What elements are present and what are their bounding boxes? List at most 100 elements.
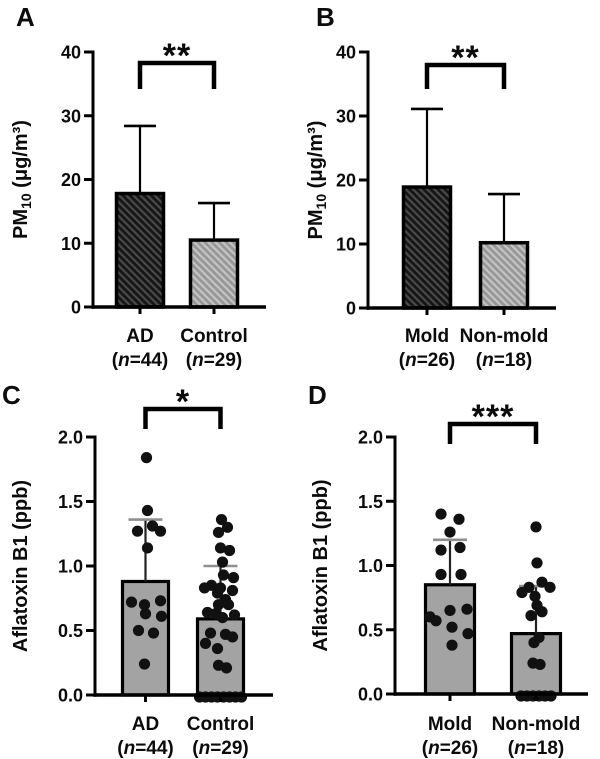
category-label: Non-mold: [492, 714, 581, 735]
category-label: Control: [187, 714, 255, 735]
scatter-dot: [214, 542, 227, 554]
scatter-dot: [138, 599, 151, 611]
category-label: Mold: [428, 714, 472, 735]
y-tick-label: 10: [61, 234, 81, 254]
n-label: (n=26): [422, 738, 479, 759]
scatter-dot: [146, 520, 159, 532]
scatter-dot: [221, 521, 234, 533]
scatter-dot: [461, 603, 473, 615]
significance-bracket: [424, 62, 507, 89]
y-tick-label: 40: [336, 43, 356, 63]
significance-stars: **: [163, 37, 191, 75]
scatter-dot: [215, 513, 228, 526]
scatter-dot: [223, 544, 236, 557]
scatter-dot: [131, 525, 144, 537]
scatter-dot: [217, 569, 230, 581]
n-label: (n=26): [399, 350, 456, 371]
category-label: AD: [126, 326, 153, 347]
panel-letter-C: C: [2, 380, 21, 410]
bar-Control: [188, 238, 240, 309]
scatter-dot: [525, 610, 537, 622]
scatter-dot: [228, 609, 241, 621]
scatter-dot: [227, 572, 240, 584]
scatter-dot: [198, 582, 211, 594]
scatter-dot: [462, 628, 474, 640]
panel-D: D 0.0 0.5 1.0 1.5 2.0 Aflatoxin B1 (ppb) Mold (…: [300, 380, 600, 759]
scatter-dot: [138, 658, 151, 670]
bar-Non-mold: [478, 240, 530, 310]
scatter-dot: [435, 568, 447, 581]
category-label: Control: [180, 326, 248, 347]
scatter-dot: [204, 627, 217, 639]
n-label: (n=29): [192, 738, 249, 759]
scatter-dot: [132, 624, 145, 637]
significance-bracket: [447, 421, 539, 444]
scatter-dot: [125, 596, 138, 608]
scatter-dot: [220, 662, 233, 674]
scatter-dot: [211, 587, 224, 599]
scatter-dot: [446, 639, 458, 651]
y-tick-label: 40: [61, 43, 81, 63]
y-tick-label: 0.0: [58, 686, 83, 706]
scatter-dot: [531, 557, 543, 569]
significance-bracket: [143, 406, 223, 429]
y-tick-label: 1.5: [58, 492, 83, 512]
scatter-dot: [516, 586, 528, 599]
scatter-dot: [139, 608, 152, 620]
scatter-dot: [147, 627, 160, 639]
panel-letter-B: B: [316, 2, 335, 32]
y-axis-label: Aflatoxin B1 (ppb): [10, 480, 32, 652]
panel-C: C 0.0 0.5 1.0 1.5 2.0 Aflatoxin B1 (ppb) AD (n=…: [0, 380, 300, 759]
scatter-dot: [211, 642, 224, 655]
scatter-dot: [530, 521, 542, 533]
bar-Mold: [423, 583, 477, 696]
scatter-dot: [216, 556, 229, 568]
panel-B: B 0 10 20 30 40 PM10​ (μg/m³) Mold (n=26)Non-mo…: [300, 0, 600, 380]
bar-Control: [195, 617, 246, 697]
scatter-dot: [155, 610, 168, 622]
significance-bracket: [137, 60, 217, 89]
y-tick-label: 2.0: [58, 428, 83, 448]
scatter-dot: [216, 612, 229, 624]
scatter-dot: [140, 452, 153, 464]
scatter-dot: [545, 690, 557, 702]
y-axis-label: PM10​ (μg/m³): [305, 121, 329, 240]
significance-stars: **: [451, 39, 479, 77]
scatter-dot: [453, 513, 465, 525]
scatter-dot: [141, 504, 154, 517]
chart-panel-A: 0 10 20 30 40 PM10​ (μg/m³) AD (n=44) Control (n=…: [10, 37, 266, 371]
chart-panel-C: 0.0 0.5 1.0 1.5 2.0 Aflatoxin B1 (ppb) AD (n=44…: [10, 383, 273, 759]
category-label: Non-mold: [460, 326, 549, 347]
bar-AD: [114, 191, 166, 309]
y-tick-label: 0: [71, 298, 81, 318]
scatter-dot: [226, 584, 239, 597]
chart-panel-B: 0 10 20 30 40 PM10​ (μg/m³) Mold (n=26)Non-mold…: [305, 39, 556, 371]
scatter-dot: [444, 526, 456, 538]
y-tick-label: 30: [61, 106, 81, 126]
scatter-dot: [534, 658, 546, 671]
n-label: (n=29): [186, 350, 243, 371]
y-tick-label: 30: [336, 107, 356, 127]
scatter-dot: [536, 606, 548, 618]
scatter-dot: [444, 604, 456, 617]
panel-letter-D: D: [308, 380, 327, 410]
category-label: Mold: [405, 326, 449, 347]
scatter-dot: [455, 568, 467, 581]
scatter-dot: [528, 637, 540, 649]
scatter-dot: [454, 541, 466, 554]
scatter-dot: [222, 599, 235, 611]
scatter-dot: [435, 544, 447, 556]
y-axis-label: PM10​ (μg/m³): [10, 120, 34, 239]
y-tick-label: 0.5: [58, 621, 83, 641]
y-tick-label: 2.0: [358, 428, 383, 448]
y-tick-label: 20: [61, 170, 81, 190]
y-tick-label: 0.5: [358, 620, 383, 640]
scatter-dot: [544, 581, 556, 593]
scatter-dot: [435, 508, 447, 520]
panel-letter-A: A: [16, 2, 35, 32]
y-tick-label: 1.5: [358, 492, 383, 512]
scatter-dot: [235, 691, 248, 703]
n-label: (n=44): [117, 738, 174, 759]
scatter-dot: [536, 576, 548, 588]
